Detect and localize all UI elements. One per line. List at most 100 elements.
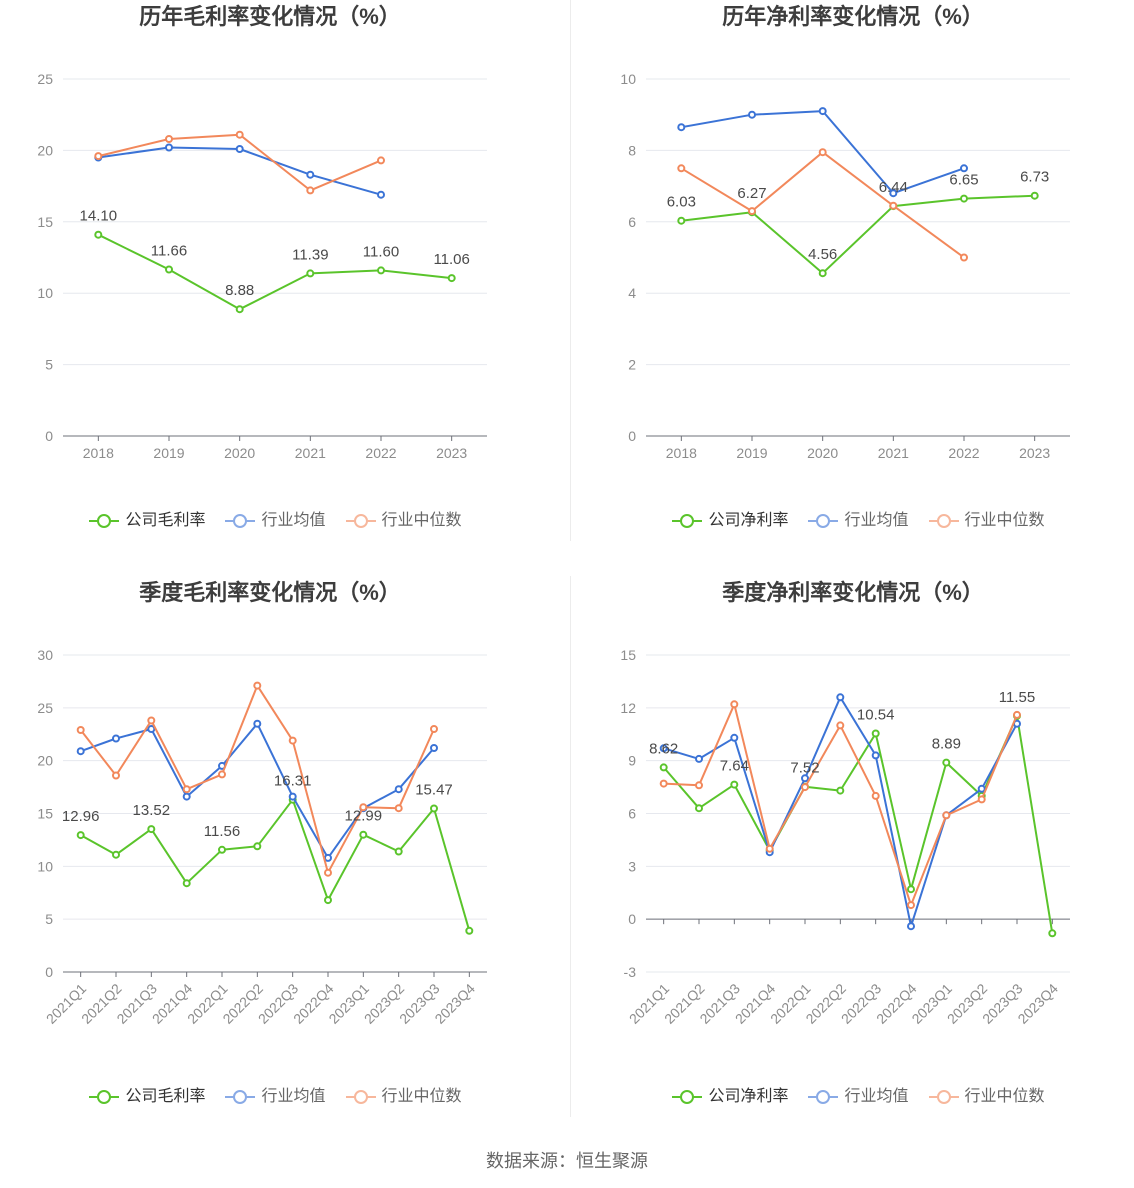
x-tick-label: 2018 bbox=[666, 445, 697, 461]
y-axis: 0 5 10 15 20 25 bbox=[37, 71, 487, 444]
y-axis: 0 2 4 6 8 10 bbox=[620, 71, 1070, 444]
line-circle-icon bbox=[89, 513, 120, 529]
chart-annual-gross-margin: 0 5 10 15 20 25 2018 2019 2020 2021 2022 2023 14.10 1… bbox=[0, 0, 551, 560]
data-point bbox=[253, 842, 262, 851]
y-tick-label: 20 bbox=[37, 753, 53, 769]
series-industry-mean bbox=[76, 719, 438, 862]
series-industry-median bbox=[76, 681, 438, 877]
chart-title: 季度毛利率变化情况（%） bbox=[139, 580, 401, 605]
x-tick-label: 2019 bbox=[153, 445, 184, 461]
data-point bbox=[871, 791, 880, 800]
y-tick-label: 0 bbox=[628, 911, 636, 927]
chart-title: 历年净利率变化情况（%） bbox=[722, 4, 984, 29]
data-point bbox=[235, 305, 244, 314]
data-point bbox=[1030, 191, 1039, 200]
x-tick-label: 2021 bbox=[295, 445, 326, 461]
data-point bbox=[871, 751, 880, 760]
data-label: 6.03 bbox=[667, 194, 696, 211]
legend-label: 行业均值 bbox=[844, 1088, 909, 1105]
data-point bbox=[836, 693, 845, 702]
line-circle-icon bbox=[345, 1089, 376, 1105]
legend-item-company[interactable]: 公司净利率 bbox=[672, 511, 788, 531]
data-label: 4.56 bbox=[808, 246, 837, 263]
data-point bbox=[112, 850, 120, 859]
y-tick-label: 6 bbox=[628, 214, 636, 230]
legend-item-industry-median[interactable]: 行业中位数 bbox=[345, 511, 462, 531]
data-point bbox=[324, 868, 332, 877]
y-tick-label: 5 bbox=[45, 911, 53, 927]
legend-item-company[interactable]: 公司净利率 bbox=[672, 1087, 788, 1107]
data-point bbox=[165, 135, 173, 143]
y-tick-label: 8 bbox=[628, 142, 636, 158]
series-industry-mean bbox=[94, 143, 385, 199]
legend-item-company[interactable]: 公司毛利率 bbox=[89, 1087, 205, 1107]
series-line bbox=[97, 233, 452, 311]
data-point bbox=[377, 266, 385, 275]
data-point bbox=[801, 783, 809, 792]
data-point bbox=[76, 747, 85, 756]
data-label: 15.47 bbox=[415, 782, 453, 799]
legend-label: 公司净利率 bbox=[708, 1088, 789, 1105]
x-axis: 2021Q12021Q22021Q32021Q42022Q12022Q22022… bbox=[43, 971, 487, 1027]
legend: 公司净利率 行业均值 行业中位数 bbox=[583, 1087, 1134, 1107]
line-circle-icon bbox=[928, 513, 959, 529]
data-point bbox=[112, 771, 120, 780]
data-labels: 12.96 13.52 11.56 16.31 12.99 15.47 bbox=[62, 773, 453, 840]
data-point bbox=[288, 792, 297, 801]
line-circle-icon bbox=[345, 513, 376, 529]
legend-item-industry-mean[interactable]: 行业均值 bbox=[808, 1087, 909, 1107]
data-point bbox=[1048, 929, 1057, 938]
legend-item-company[interactable]: 公司毛利率 bbox=[89, 511, 205, 531]
legend-item-industry-median[interactable]: 行业中位数 bbox=[345, 1087, 462, 1107]
y-tick-label: 5 bbox=[45, 357, 53, 373]
data-point bbox=[1013, 710, 1021, 719]
data-point bbox=[94, 152, 103, 161]
series-industry-median bbox=[659, 700, 1021, 910]
y-tick-label: 0 bbox=[45, 428, 53, 444]
data-point bbox=[165, 265, 173, 274]
data-point bbox=[394, 785, 403, 794]
x-axis: 2018 2019 2020 2021 2022 2023 bbox=[63, 435, 487, 461]
y-tick-label: 30 bbox=[37, 647, 53, 663]
legend-label: 行业中位数 bbox=[381, 512, 462, 529]
data-point bbox=[889, 189, 898, 198]
y-tick-label: 20 bbox=[37, 142, 53, 158]
data-point bbox=[430, 744, 438, 752]
legend-item-industry-mean[interactable]: 行业均值 bbox=[225, 511, 326, 531]
data-label: 14.10 bbox=[80, 208, 118, 225]
data-point bbox=[730, 733, 739, 742]
line-circle-icon bbox=[672, 1089, 703, 1105]
series-line bbox=[98, 146, 382, 196]
legend-item-industry-mean[interactable]: 行业均值 bbox=[225, 1087, 326, 1107]
line-circle-icon bbox=[89, 1089, 120, 1105]
data-point bbox=[977, 795, 986, 804]
data-point bbox=[907, 901, 915, 910]
legend-item-industry-median[interactable]: 行业中位数 bbox=[928, 511, 1045, 531]
data-point bbox=[306, 269, 315, 278]
data-point bbox=[907, 922, 915, 931]
x-axis: 2018 2019 2020 2021 2022 2023 bbox=[646, 435, 1070, 461]
data-point bbox=[94, 230, 103, 239]
series-line bbox=[663, 703, 1018, 907]
x-tick-label: 2023 bbox=[436, 445, 467, 461]
legend-label: 行业均值 bbox=[261, 1088, 326, 1105]
data-point bbox=[253, 719, 262, 728]
line-circle-icon bbox=[808, 513, 839, 529]
data-label: 11.39 bbox=[292, 246, 328, 263]
legend-label: 行业中位数 bbox=[964, 1088, 1045, 1105]
series-company bbox=[94, 230, 456, 314]
x-tick-label: 2023 bbox=[1019, 445, 1050, 461]
data-point bbox=[359, 803, 368, 812]
legend-item-industry-median[interactable]: 行业中位数 bbox=[928, 1087, 1045, 1107]
data-point bbox=[147, 725, 156, 733]
data-label: 11.66 bbox=[151, 242, 187, 259]
data-label: 11.56 bbox=[204, 823, 240, 840]
data-label: 6.44 bbox=[879, 179, 908, 196]
y-tick-label: 3 bbox=[628, 858, 636, 874]
data-point bbox=[253, 681, 262, 690]
data-point bbox=[960, 164, 968, 173]
y-tick-label: 2 bbox=[628, 357, 636, 373]
data-point bbox=[324, 896, 332, 905]
legend-item-industry-mean[interactable]: 行业均值 bbox=[808, 511, 909, 531]
data-point bbox=[677, 216, 686, 225]
